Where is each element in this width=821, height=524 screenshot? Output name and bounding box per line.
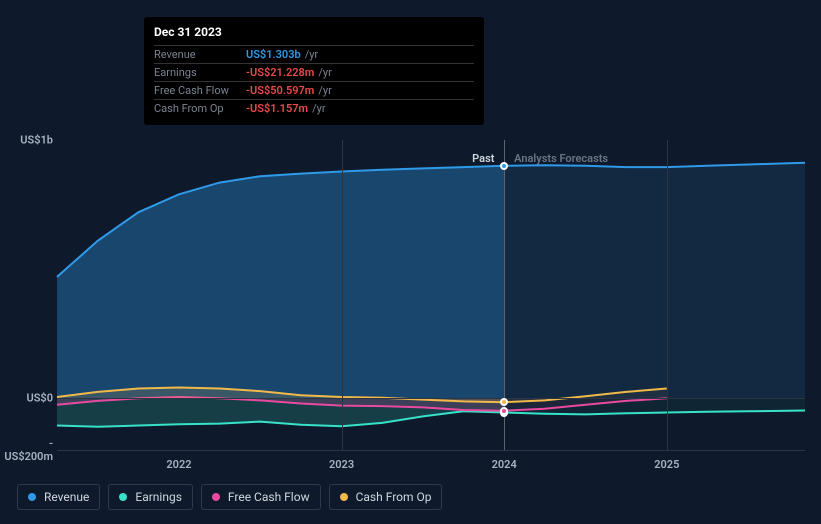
tooltip-metric-label: Free Cash Flow — [154, 84, 246, 97]
x-axis-label: 2023 — [329, 458, 354, 471]
tooltip-row: Free Cash Flow-US$50.597m/yr — [154, 81, 474, 99]
financial-chart: 2022202320242025PastAnalysts Forecasts U… — [17, 140, 805, 450]
legend-item-fcf[interactable]: Free Cash Flow — [201, 484, 321, 510]
tooltip-row: Cash From Op-US$1.157m/yr — [154, 99, 474, 117]
x-axis-label: 2024 — [492, 458, 517, 471]
legend-swatch — [119, 493, 127, 501]
revenue-marker — [500, 162, 508, 170]
chart-svg — [57, 140, 805, 450]
legend-label: Earnings — [135, 490, 182, 504]
tooltip-value: -US$1.157m — [246, 102, 308, 115]
grid-line — [342, 140, 343, 450]
legend-item-cfo[interactable]: Cash From Op — [329, 484, 443, 510]
legend-item-revenue[interactable]: Revenue — [17, 484, 100, 510]
past-label: Past — [472, 152, 494, 165]
tooltip-unit: /yr — [312, 102, 325, 115]
tooltip-metric-label: Earnings — [154, 66, 246, 79]
tooltip-row: Earnings-US$21.228m/yr — [154, 63, 474, 81]
revenue-area-forecast — [504, 163, 805, 399]
tooltip-unit: /yr — [318, 66, 331, 79]
tooltip-date: Dec 31 2023 — [154, 25, 474, 39]
legend-swatch — [28, 493, 36, 501]
y-axis-label: -US$200m — [4, 437, 53, 463]
tooltip-unit: /yr — [305, 48, 318, 61]
tooltip-metric-label: Revenue — [154, 48, 246, 61]
legend-item-earnings[interactable]: Earnings — [108, 484, 193, 510]
plot-area[interactable]: 2022202320242025PastAnalysts Forecasts — [57, 140, 805, 450]
hover-tooltip: Dec 31 2023 RevenueUS$1.303b/yrEarnings-… — [144, 17, 484, 125]
y-axis-label: US$0 — [26, 392, 53, 405]
grid-line — [57, 398, 805, 399]
forecast-label: Analysts Forecasts — [514, 152, 608, 165]
fcf-marker — [500, 407, 508, 415]
legend-swatch — [212, 493, 220, 501]
x-axis-label: 2025 — [654, 458, 679, 471]
tooltip-value: -US$21.228m — [246, 66, 314, 79]
legend-swatch — [340, 493, 348, 501]
revenue-area-past — [57, 166, 504, 398]
tooltip-value: -US$50.597m — [246, 84, 314, 97]
y-axis-label: US$1b — [20, 134, 53, 147]
legend-label: Free Cash Flow — [228, 490, 310, 504]
grid-line — [667, 140, 668, 450]
axis-line — [57, 450, 805, 451]
legend: Revenue Earnings Free Cash Flow Cash From O… — [17, 484, 442, 510]
tooltip-metric-label: Cash From Op — [154, 102, 246, 115]
tooltip-unit: /yr — [318, 84, 331, 97]
cfo-marker — [500, 398, 508, 406]
tooltip-row: RevenueUS$1.303b/yr — [154, 45, 474, 63]
x-axis-label: 2022 — [166, 458, 191, 471]
legend-label: Revenue — [44, 490, 89, 504]
legend-label: Cash From Op — [356, 490, 432, 504]
tooltip-value: US$1.303b — [246, 48, 301, 61]
